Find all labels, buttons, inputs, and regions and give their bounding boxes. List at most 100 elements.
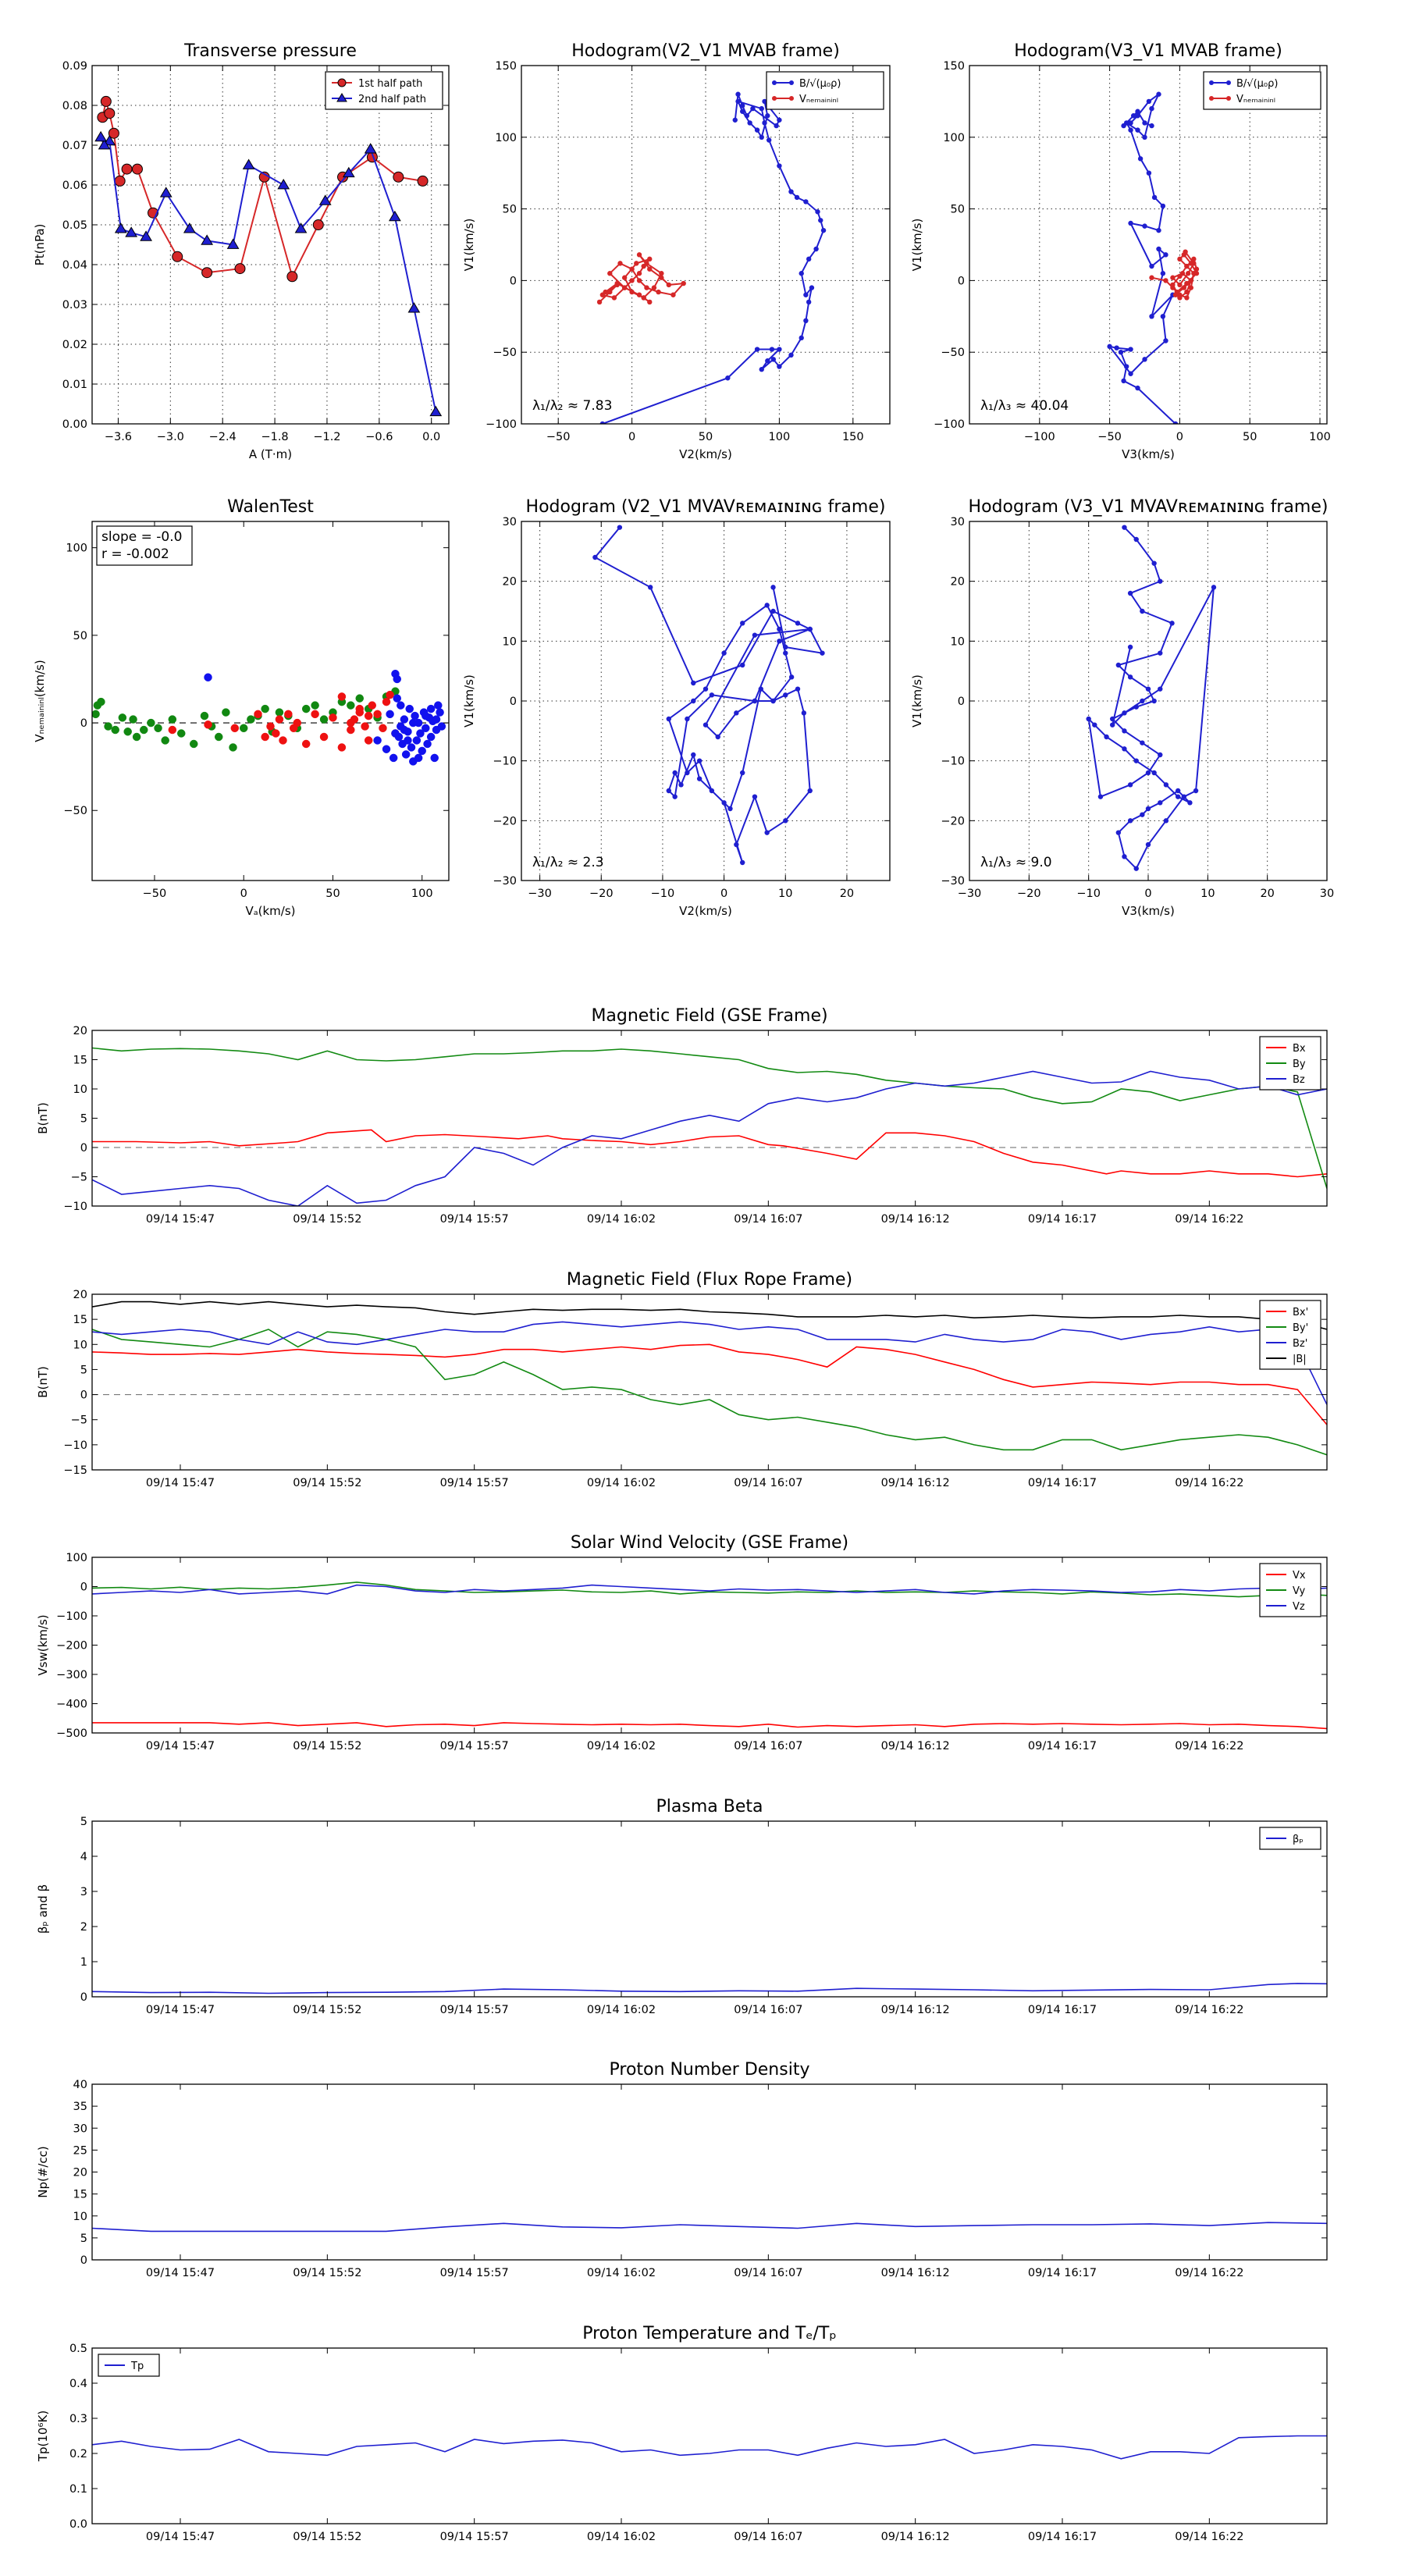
x-tick-label: 09/14 15:47 <box>146 2004 215 2016</box>
data-marker <box>740 103 745 109</box>
scatter-point <box>230 724 240 733</box>
y-axis-label: V1(km/s) <box>910 219 924 272</box>
data-marker <box>621 275 628 280</box>
data-marker <box>1142 134 1147 140</box>
data-marker <box>607 289 613 295</box>
x-tick-label: 09/14 15:47 <box>146 1477 215 1489</box>
x-tick-label: 50 <box>1243 431 1257 443</box>
x-tick-label: −100 <box>1024 431 1055 443</box>
scatter-point <box>311 701 319 710</box>
y-axis-label: Vsw(km/s) <box>36 1614 50 1675</box>
data-marker <box>681 280 686 286</box>
x-tick-label: 09/14 16:02 <box>587 2004 656 2016</box>
data-marker <box>740 859 745 866</box>
series-V <box>1149 249 1200 301</box>
legend-label: B/√(μ₀ρ) <box>799 78 841 90</box>
x-tick-label: 09/14 15:52 <box>293 1740 361 1752</box>
data-marker <box>1142 357 1147 362</box>
scatter-point <box>430 753 439 763</box>
series-line <box>92 1300 1327 1330</box>
x-tick-label: 09/14 16:22 <box>1175 2531 1243 2543</box>
chart-title: Magnetic Field (GSE Frame) <box>591 1006 827 1026</box>
series-line <box>101 101 423 279</box>
data-marker <box>1128 120 1133 126</box>
data-marker <box>685 716 690 722</box>
y-tick-label: 10 <box>951 635 965 648</box>
x-tick-label: −0.6 <box>365 431 393 443</box>
data-marker <box>629 289 635 295</box>
scatter-point <box>222 708 230 717</box>
scatter-point <box>364 711 373 720</box>
x-tick-label: 09/14 16:22 <box>1175 2004 1243 2016</box>
x-tick-label: 09/14 15:57 <box>440 2267 509 2279</box>
x-tick-label: 09/14 15:57 <box>440 1740 509 1752</box>
scatter-point <box>254 710 262 719</box>
chart-title: Transverse pressure <box>183 41 357 61</box>
axes-frame <box>91 1820 1328 1998</box>
data-marker <box>770 608 776 614</box>
x-tick-label: 0 <box>720 888 727 900</box>
y-tick-label: 100 <box>943 132 965 144</box>
data-marker <box>799 271 804 276</box>
scatter-point <box>422 711 430 720</box>
data-marker <box>762 120 767 126</box>
data-marker <box>1151 770 1157 776</box>
legend: B/√(μ₀ρ) Vₙₑₘₐᵢₙᵢₙₗ <box>1203 71 1321 110</box>
data-marker <box>1184 263 1190 269</box>
y-tick-label: 10 <box>503 635 517 648</box>
x-axis-label: V2(km/s) <box>679 904 732 918</box>
data-marker <box>765 113 770 119</box>
plot-area <box>596 91 827 424</box>
axes-frame <box>969 65 1328 425</box>
data-marker <box>140 230 152 241</box>
scatter-point <box>423 739 432 749</box>
data-marker <box>644 285 649 290</box>
x-tick-label: 09/14 16:02 <box>587 2531 656 2543</box>
data-marker <box>732 117 738 123</box>
data-marker <box>765 358 770 364</box>
legend-label: Vₙₑₘₐᵢₙᵢₙₗ <box>799 94 838 105</box>
y-tick-label: −200 <box>56 1640 87 1653</box>
y-tick-label: 10 <box>73 1339 87 1351</box>
scatter-point <box>284 710 293 719</box>
y-tick-label: −500 <box>56 1727 87 1740</box>
data-marker <box>1163 338 1168 343</box>
data-marker <box>1127 674 1133 680</box>
scatter-point <box>379 724 387 733</box>
x-tick-label: 09/14 16:02 <box>587 1477 656 1489</box>
y-tick-label: −400 <box>56 1699 87 1711</box>
axes-frame <box>91 1557 1328 1734</box>
data-marker <box>769 347 775 352</box>
y-tick-label: −50 <box>493 347 517 359</box>
data-marker <box>1122 854 1127 859</box>
data-marker <box>1188 285 1193 290</box>
data-marker <box>125 226 138 237</box>
data-marker <box>691 680 696 686</box>
data-marker <box>599 421 606 424</box>
x-tick-label: 09/14 16:17 <box>1028 1477 1097 1489</box>
x-tick-label: 0 <box>628 431 635 443</box>
data-marker <box>818 218 823 223</box>
data-marker <box>1163 818 1169 824</box>
x-tick-label: 09/14 16:12 <box>881 2267 950 2279</box>
y-tick-label: 0.5 <box>69 2343 87 2355</box>
data-marker <box>807 788 813 794</box>
legend-label: Tp <box>130 2361 144 2372</box>
data-marker <box>740 770 745 776</box>
x-tick-label: −20 <box>1017 888 1041 900</box>
x-tick-label: 20 <box>840 888 854 900</box>
data-marker <box>702 686 709 692</box>
data-marker <box>764 830 770 835</box>
data-marker <box>1133 866 1139 871</box>
data-marker <box>659 275 664 280</box>
chart-ts_beta: Plasma Beta 09/14 15:47 09/14 15:52 09/14 1… <box>36 1797 1328 2016</box>
legend: Vx Vy Vz <box>1259 1563 1321 1617</box>
x-tick-label: 09/14 15:52 <box>293 1477 361 1489</box>
data-marker <box>1156 227 1161 233</box>
data-marker <box>621 285 628 290</box>
y-tick-label: 100 <box>66 543 87 555</box>
data-marker <box>294 222 308 233</box>
scatter-point <box>337 743 347 752</box>
y-tick-label: 50 <box>503 204 517 216</box>
data-marker <box>685 770 690 776</box>
